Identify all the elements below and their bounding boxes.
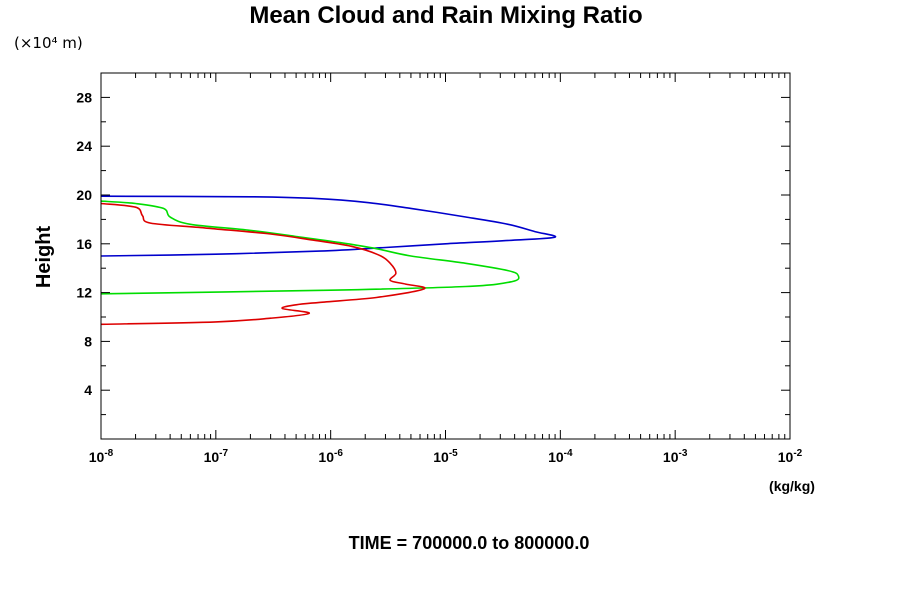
series-layer bbox=[100, 195, 557, 326]
x-tick-label: 10-4 bbox=[548, 448, 573, 465]
x-tick-label: 10-6 bbox=[318, 448, 343, 465]
x-tick-label: 10-7 bbox=[204, 448, 229, 465]
x-tick-label: 10-8 bbox=[89, 448, 114, 465]
x-axis-units: (kg/kg) bbox=[769, 478, 815, 494]
y-tick-label: 8 bbox=[84, 333, 92, 349]
series-line-3 bbox=[100, 202, 426, 326]
y-tick-label: 12 bbox=[76, 285, 92, 301]
chart-title: Mean Cloud and Rain Mixing Ratio bbox=[249, 2, 642, 29]
series-line-1 bbox=[100, 195, 557, 257]
plot-frame bbox=[100, 72, 791, 440]
y-tick-label: 16 bbox=[76, 236, 92, 252]
y-axis-label: Height bbox=[33, 226, 55, 289]
x-tick-label: 10-3 bbox=[663, 448, 688, 465]
x-tick-label: 10-2 bbox=[778, 448, 803, 465]
y-tick-label: 20 bbox=[76, 187, 92, 203]
series-line-2 bbox=[100, 200, 520, 295]
x-tick-label: 10-5 bbox=[433, 448, 458, 465]
y-scale-note: (×10⁴ m) bbox=[14, 34, 83, 52]
time-range-label: TIME = 700000.0 to 800000.0 bbox=[349, 533, 590, 553]
y-tick-label: 24 bbox=[76, 138, 92, 154]
y-tick-label: 28 bbox=[76, 89, 92, 105]
tick-layer: 4 8 12 16 20 24 28 10-8 10-7 10-6 10-5 10-4 10-3 10-2 bbox=[76, 73, 803, 465]
y-tick-label: 4 bbox=[84, 382, 92, 398]
